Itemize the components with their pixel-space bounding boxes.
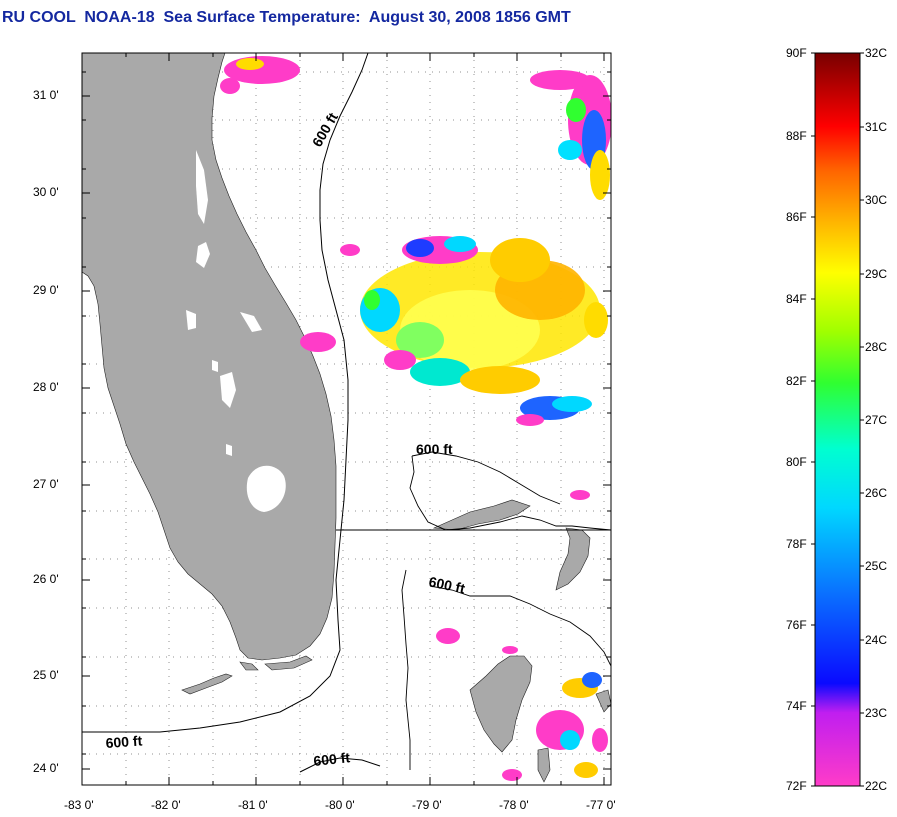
lat-tick-label: 29 0' bbox=[33, 283, 59, 297]
colorbar-fahrenheit-label: 72F bbox=[786, 779, 807, 793]
depth-contour-florida bbox=[82, 53, 369, 733]
colorbar-fahrenheit-label: 88F bbox=[786, 129, 807, 143]
colorbar-fahrenheit-label: 86F bbox=[786, 210, 807, 224]
bahamas-bank-outline bbox=[401, 451, 611, 770]
lon-tick-label: -83 0' bbox=[64, 798, 94, 812]
colorbar-celsius-label: 23C bbox=[865, 706, 888, 720]
colorbar-celsius-label: 26C bbox=[865, 486, 888, 500]
depth-contour-south bbox=[299, 757, 381, 773]
lon-tick-label: -78 0' bbox=[499, 798, 529, 812]
colorbar-celsius-label: 25C bbox=[865, 559, 888, 573]
lat-tick-label: 27 0' bbox=[33, 477, 59, 491]
lon-tick-label: -82 0' bbox=[151, 798, 181, 812]
colorbar-celsius-label: 27C bbox=[865, 413, 888, 427]
sst-colorbar bbox=[814, 52, 861, 787]
lon-tick-label: -81 0' bbox=[238, 798, 268, 812]
lat-tick-label: 28 0' bbox=[33, 380, 59, 394]
lon-tick-label: -80 0' bbox=[325, 798, 355, 812]
colorbar-celsius-label: 31C bbox=[865, 120, 888, 134]
lon-tick-label: -79 0' bbox=[412, 798, 442, 812]
contour-label: 600 ft bbox=[427, 573, 466, 596]
colorbar-fahrenheit-label: 84F bbox=[786, 292, 807, 306]
contour-label: 600 ft bbox=[416, 441, 453, 457]
florida-keys bbox=[181, 655, 313, 695]
colorbar-celsius-label: 28C bbox=[865, 340, 888, 354]
lat-tick-label: 24 0' bbox=[33, 761, 59, 775]
sst-data-patches bbox=[220, 56, 611, 781]
colorbar-celsius-label: 24C bbox=[865, 633, 888, 647]
colorbar-celsius-label: 22C bbox=[865, 779, 888, 793]
lat-tick-label: 30 0' bbox=[33, 185, 59, 199]
colorbar-fahrenheit-label: 80F bbox=[786, 455, 807, 469]
lat-tick-label: 31 0' bbox=[33, 88, 59, 102]
colorbar-fahrenheit-label: 78F bbox=[786, 537, 807, 551]
colorbar-fahrenheit-label: 82F bbox=[786, 374, 807, 388]
colorbar-fahrenheit-label: 74F bbox=[786, 699, 807, 713]
colorbar-celsius-label: 29C bbox=[865, 267, 888, 281]
lat-tick-label: 25 0' bbox=[33, 668, 59, 682]
colorbar-fahrenheit-label: 90F bbox=[786, 46, 807, 60]
map-plot-area: 600 ft 600 ft 600 ft 600 ft 600 ft bbox=[82, 53, 611, 785]
lat-tick-label: 26 0' bbox=[33, 572, 59, 586]
contour-label: 600 ft bbox=[313, 749, 351, 769]
lon-tick-label: -77 0' bbox=[586, 798, 616, 812]
colorbar-ticks bbox=[811, 52, 864, 787]
colorbar-celsius-label: 32C bbox=[865, 46, 888, 60]
axis-ticks bbox=[81, 53, 611, 785]
inland-lakes bbox=[186, 150, 286, 512]
colorbar-celsius-label: 30C bbox=[865, 193, 888, 207]
colorbar-fahrenheit-label: 76F bbox=[786, 618, 807, 632]
map-title: RU COOL NOAA-18 Sea Surface Temperature:… bbox=[2, 9, 571, 26]
contour-label: 600 ft bbox=[105, 732, 143, 751]
map-frame bbox=[81, 52, 612, 786]
